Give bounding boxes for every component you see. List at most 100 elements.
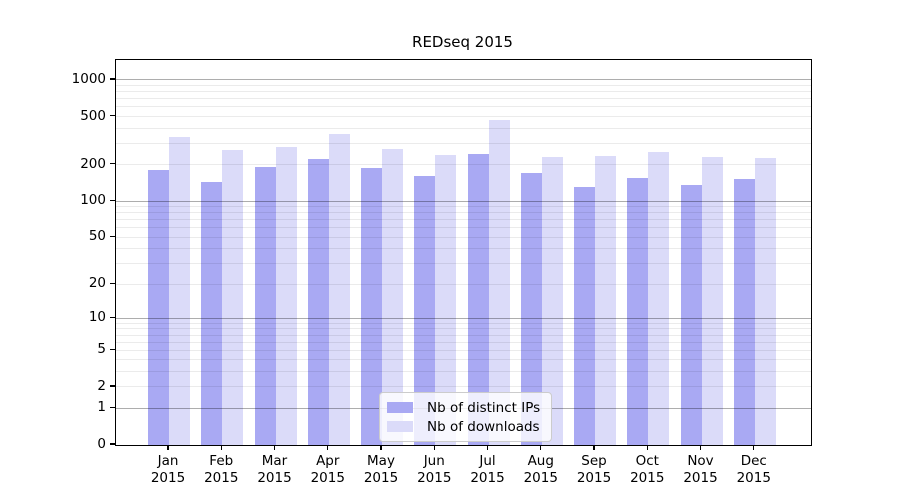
y-tick: [110, 348, 115, 350]
bar-downloads-feb: [222, 150, 244, 445]
gridline-minor: [116, 248, 811, 250]
legend-item-distinct-ips: Nb of distinct IPs: [387, 399, 540, 416]
x-tick: [486, 445, 489, 450]
legend-item-downloads: Nb of downloads: [387, 418, 540, 435]
bar-distinct-ips-nov: [680, 185, 702, 445]
gridline-minor: [116, 359, 811, 361]
y-tick-label: 1: [97, 399, 106, 416]
x-tick-label: Dec 2015: [736, 453, 771, 486]
y-tick: [110, 114, 115, 117]
x-tick: [220, 445, 222, 450]
legend: Nb of distinct IPs Nb of downloads: [379, 392, 553, 442]
y-tick: [110, 78, 115, 80]
legend-swatch-downloads: [387, 421, 413, 432]
gridline-minor: [116, 263, 811, 265]
gridline-minor: [116, 142, 811, 144]
y-tick: [110, 316, 115, 318]
legend-swatch-distinct-ips: [387, 402, 413, 413]
gridline-minor: [116, 116, 811, 118]
bar-distinct-ips-feb: [201, 182, 223, 445]
x-tick: [753, 445, 755, 450]
y-tick-label: 5: [97, 341, 106, 358]
gridline-minor: [116, 91, 811, 93]
y-tick: [110, 163, 115, 165]
x-tick: [433, 445, 435, 450]
y-tick-label: 50: [88, 228, 106, 245]
bar-distinct-ips-may: [361, 167, 382, 445]
y-tick: [110, 443, 115, 445]
y-tick: [110, 199, 115, 201]
legend-label-distinct-ips: Nb of distinct IPs: [427, 399, 541, 416]
bar-distinct-ips-mar: [254, 166, 276, 445]
bar-distinct-ips-aug: [520, 172, 542, 445]
x-tick-label: Nov 2015: [683, 453, 718, 486]
gridline-minor: [116, 322, 811, 324]
grid-layer: [116, 60, 811, 445]
bar-downloads-sep: [595, 155, 616, 445]
gridline-minor: [116, 85, 811, 87]
x-tick: [167, 445, 169, 450]
x-tick-label: Mar 2015: [257, 453, 292, 486]
x-tick-label: Apr 2015: [310, 453, 345, 486]
x-tick-label: Sep 2015: [576, 453, 612, 486]
gridline-major: [116, 200, 811, 202]
bar-downloads-oct: [648, 151, 670, 445]
bar-distinct-ips-jan: [148, 169, 169, 445]
bar-downloads-apr: [328, 133, 350, 445]
y-tick-label: 500: [80, 107, 106, 124]
x-tick: [699, 445, 702, 450]
bar-downloads-jun: [435, 154, 457, 445]
y-tick-label: 1000: [71, 70, 106, 87]
bar-downloads-mar: [275, 146, 297, 445]
y-tick: [110, 235, 115, 237]
gridline-minor: [116, 334, 811, 336]
x-tick-label: Aug 2015: [523, 453, 558, 486]
bar-distinct-ips-jul: [467, 153, 489, 445]
gridline-minor: [116, 349, 811, 351]
bar-distinct-ips-oct: [627, 178, 649, 445]
gridline-minor: [116, 98, 811, 100]
gridline-major: [116, 317, 811, 319]
bar-downloads-nov: [701, 156, 723, 445]
bars-layer: [116, 60, 811, 445]
x-tick: [593, 445, 595, 450]
chart-title: REDseq 2015: [412, 33, 513, 51]
bar-downloads-dec: [754, 157, 776, 445]
x-tick: [646, 445, 648, 450]
legend-label-downloads: Nb of downloads: [427, 418, 540, 435]
gridline-minor: [116, 164, 811, 166]
x-tick-label: Oct 2015: [630, 453, 665, 486]
x-tick-label: May 2015: [363, 453, 399, 486]
y-tick-label: 200: [80, 155, 106, 172]
x-tick-label: Feb 2015: [204, 453, 239, 486]
bar-distinct-ips-sep: [574, 186, 595, 445]
bar-downloads-jan: [169, 136, 190, 445]
gridline-minor: [116, 219, 811, 221]
y-tick: [110, 406, 115, 408]
bar-distinct-ips-jun: [414, 175, 436, 445]
gridline-minor: [116, 106, 811, 108]
y-tick-label: 10: [88, 309, 106, 326]
gridline-minor: [116, 371, 811, 373]
gridline-minor: [116, 127, 811, 129]
gridline-minor: [116, 212, 811, 214]
x-tick: [273, 445, 276, 450]
gridline-major: [116, 79, 811, 81]
y-tick-label: 0: [97, 436, 106, 452]
x-tick-label: Jun 2015: [417, 453, 452, 486]
y-tick: [110, 385, 115, 387]
x-tick: [380, 445, 382, 450]
y-tick-label: 2: [97, 377, 106, 394]
gridline-minor: [116, 328, 811, 330]
gridline-minor: [116, 206, 811, 208]
x-tick: [327, 445, 329, 450]
bar-distinct-ips-apr: [307, 159, 329, 445]
bar-downloads-jul: [488, 119, 510, 445]
y-tick-label: 20: [88, 275, 106, 292]
y-tick-label: 100: [80, 192, 106, 209]
plot-area: Nb of distinct IPs Nb of downloads: [115, 59, 812, 446]
gridline-minor: [116, 283, 811, 285]
x-tick: [540, 445, 542, 450]
bar-distinct-ips-dec: [733, 178, 755, 445]
